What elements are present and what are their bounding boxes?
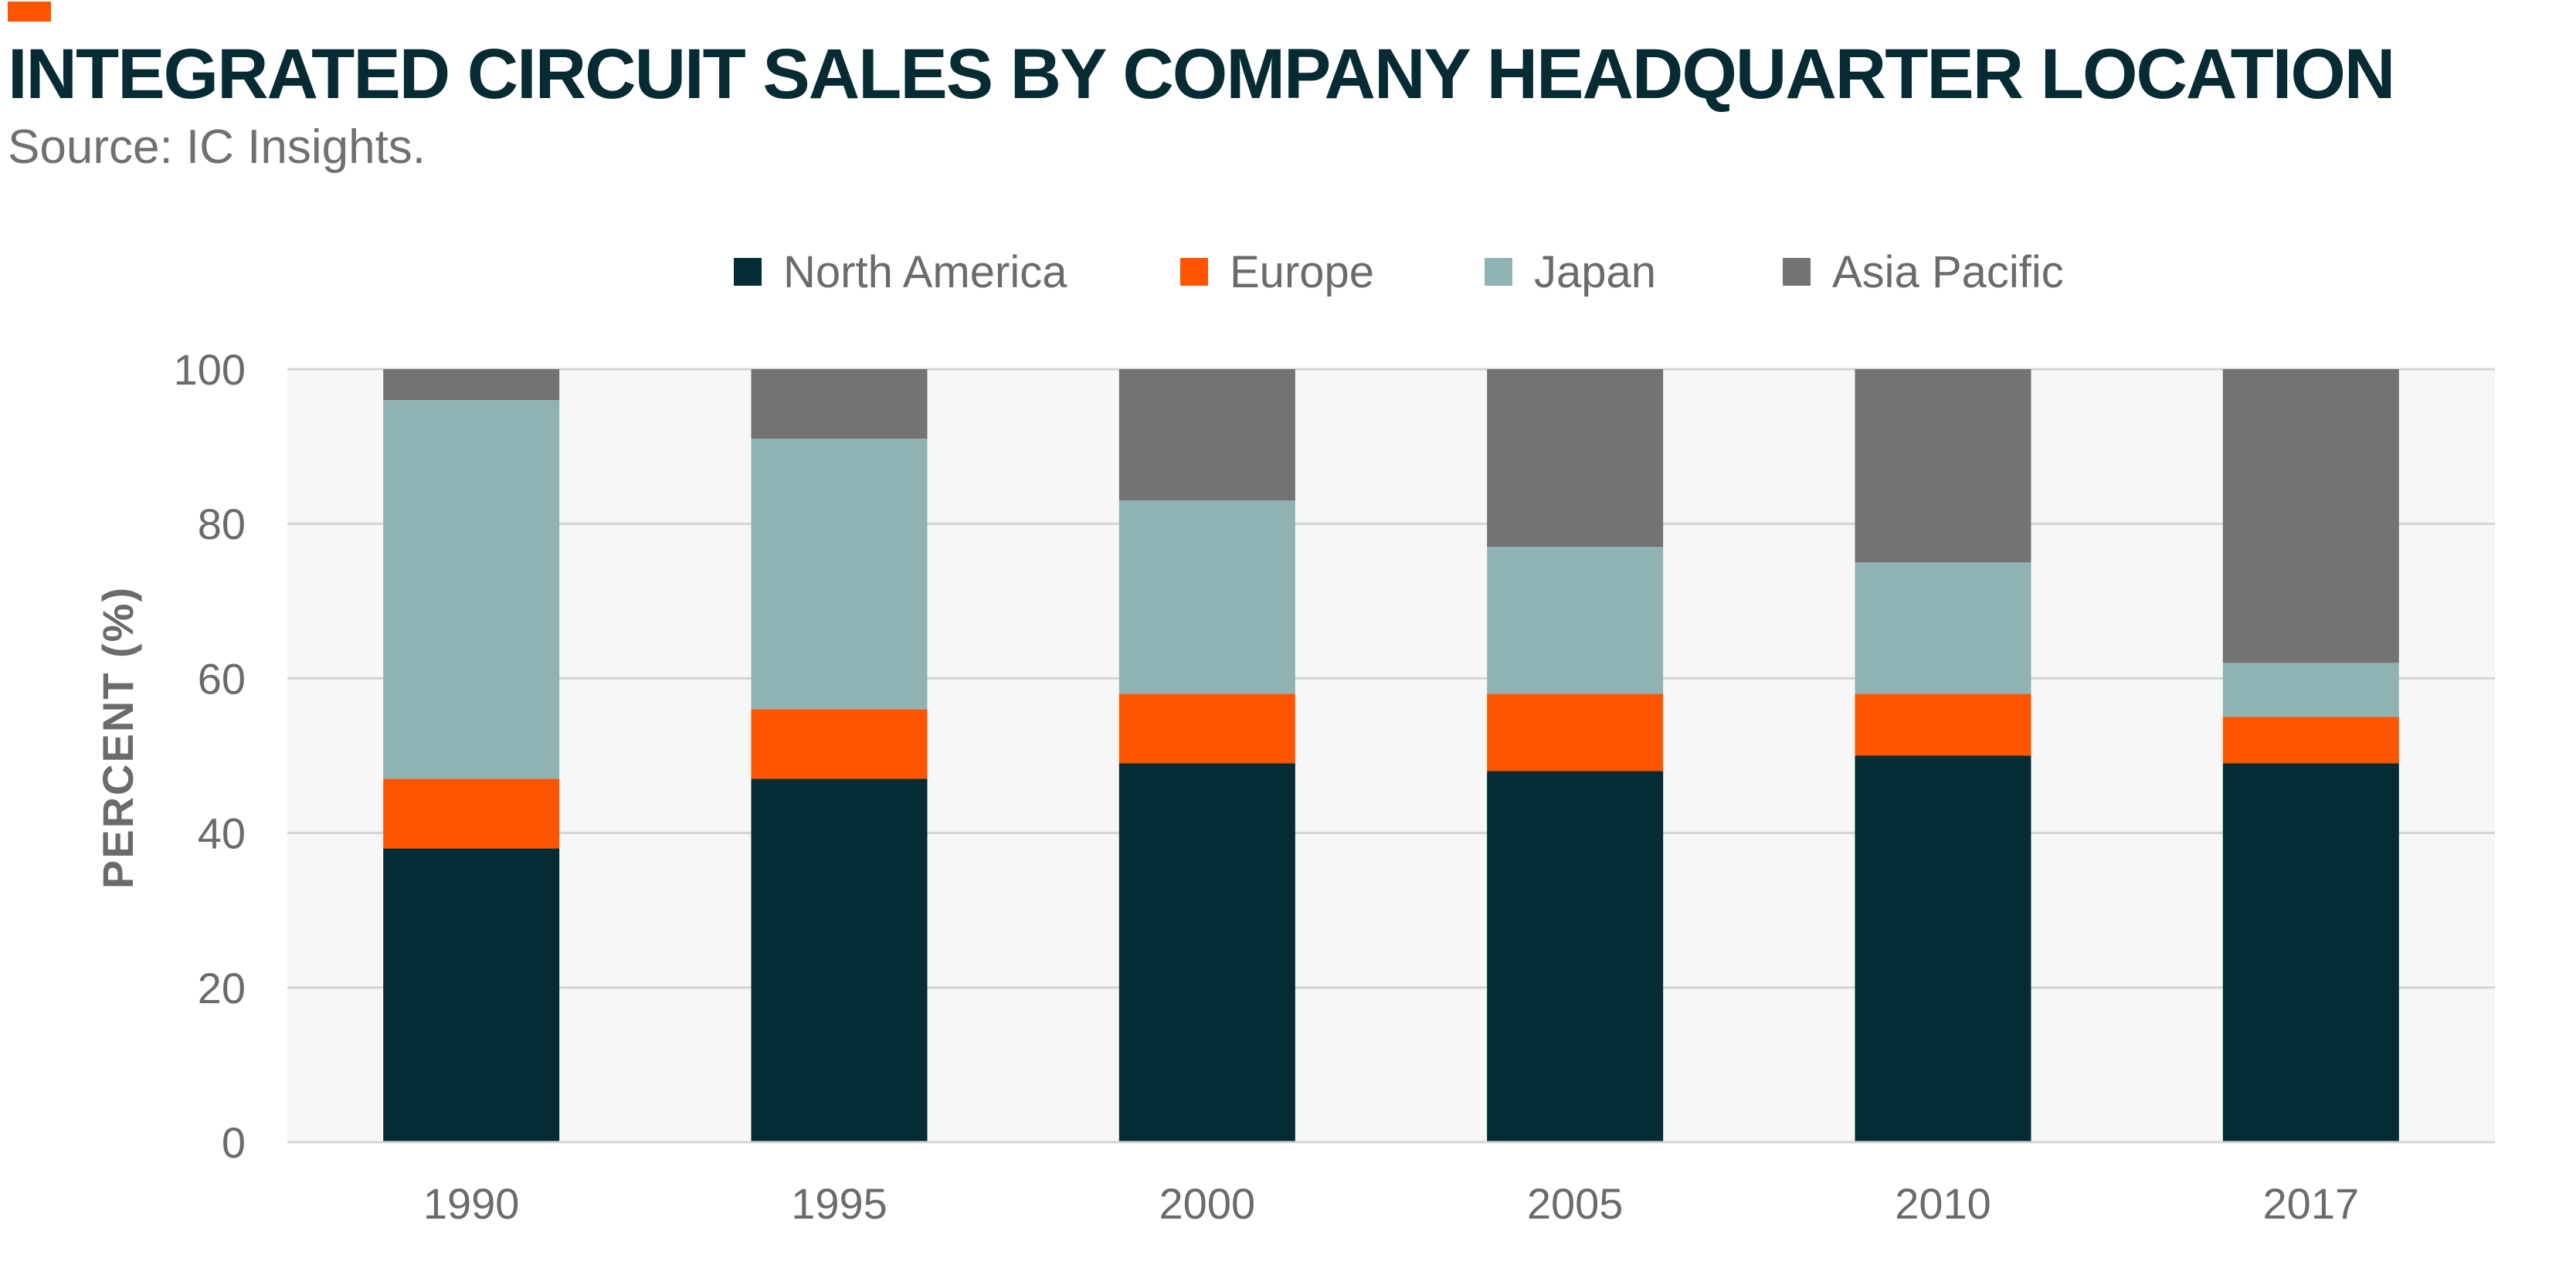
bar-stack-1990 — [383, 369, 560, 1142]
x-axis-ticks: 1990 1995 2000 2005 2010 2017 — [287, 1141, 2495, 1228]
legend-item-japan: Japan — [1485, 247, 1656, 297]
legend-swatch — [734, 258, 762, 286]
bar-asia-pacific-1995 — [751, 369, 928, 439]
bar-north-america-1990 — [383, 848, 560, 1142]
bar-stack-1995 — [751, 369, 928, 1142]
accent-bar — [8, 2, 51, 22]
y-tick-label: 40 — [198, 809, 246, 858]
bar-japan-1990 — [383, 400, 560, 779]
y-axis-ticks: 0 20 40 60 80 100 — [174, 345, 246, 1167]
bar-japan-2010 — [1855, 562, 2031, 694]
x-tick-label: 2000 — [1159, 1179, 1256, 1228]
plot-area — [287, 369, 2495, 1142]
bar-asia-pacific-2017 — [2222, 369, 2399, 663]
bar-stack-2017 — [2222, 369, 2399, 1142]
legend-label: Europe — [1230, 247, 1374, 297]
x-tick-label: 2017 — [2263, 1179, 2360, 1228]
bar-japan-2005 — [1487, 547, 1664, 694]
legend-item-asia-pacific: Asia Pacific — [1783, 247, 2064, 297]
legend: North America Europe Japan Asia Pacific — [734, 247, 2064, 297]
y-tick-label: 60 — [198, 654, 246, 703]
bar-europe-2010 — [1855, 693, 2031, 756]
bar-north-america-1995 — [751, 778, 928, 1142]
bar-asia-pacific-1990 — [383, 369, 560, 401]
y-axis-label: PERCENT (%) — [93, 586, 142, 889]
bar-asia-pacific-2005 — [1487, 369, 1664, 548]
bar-stack-2005 — [1487, 369, 1664, 1142]
bar-europe-2017 — [2222, 717, 2399, 764]
legend-label: North America — [783, 247, 1067, 297]
bar-europe-1990 — [383, 778, 560, 849]
bar-asia-pacific-2010 — [1855, 369, 2031, 563]
x-tick-label: 2005 — [1527, 1179, 1624, 1228]
x-tick-label: 1995 — [791, 1179, 888, 1228]
legend-item-north-america: North America — [734, 247, 1067, 297]
bars — [383, 369, 2399, 1142]
y-tick-label: 80 — [198, 500, 246, 548]
bar-north-america-2005 — [1487, 771, 1664, 1142]
legend-swatch — [1180, 258, 1208, 286]
bar-japan-2017 — [2222, 663, 2399, 717]
legend-label: Asia Pacific — [1832, 247, 2064, 297]
bar-north-america-2010 — [1855, 755, 2031, 1142]
bar-japan-1995 — [751, 439, 928, 710]
bar-stack-2010 — [1855, 369, 2031, 1142]
legend-swatch — [1783, 258, 1811, 286]
y-tick-label: 100 — [174, 345, 246, 394]
bar-north-america-2000 — [1118, 763, 1295, 1142]
chart-source: Source: IC Insights. — [8, 120, 426, 174]
legend-swatch — [1485, 258, 1512, 286]
y-tick-label: 0 — [222, 1118, 246, 1167]
bar-japan-2000 — [1118, 500, 1295, 694]
x-tick-label: 2010 — [1895, 1179, 1991, 1228]
chart-title: INTEGRATED CIRCUIT SALES BY COMPANY HEAD… — [8, 35, 2395, 114]
bar-stack-2000 — [1118, 369, 1295, 1142]
bar-europe-1995 — [751, 709, 928, 779]
legend-label: Japan — [1534, 247, 1656, 297]
legend-item-europe: Europe — [1180, 247, 1374, 297]
y-tick-label: 20 — [198, 964, 246, 1012]
bar-north-america-2017 — [2222, 763, 2399, 1142]
bar-europe-2005 — [1487, 693, 1664, 771]
x-tick-label: 1990 — [423, 1179, 520, 1228]
bar-europe-2000 — [1118, 693, 1295, 764]
bar-asia-pacific-2000 — [1118, 369, 1295, 501]
